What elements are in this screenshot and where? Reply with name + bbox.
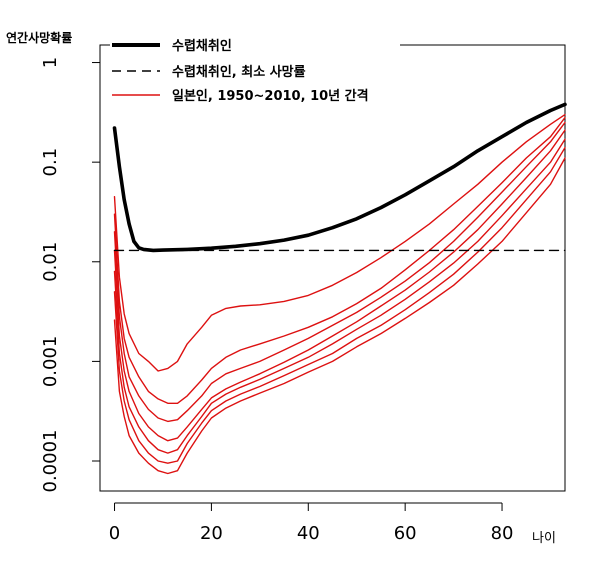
- series-line-hunter-0: [112, 102, 567, 253]
- x-axis-label: 나이: [532, 531, 556, 546]
- series-line-japanese-6: [113, 138, 566, 454]
- legend-label-hunter: 수렵채취인: [172, 38, 232, 54]
- y-tick-label: 0.01: [40, 242, 61, 282]
- series-line-japanese-4: [113, 121, 566, 423]
- x-tick-label: 60: [394, 523, 417, 544]
- series-layer: [112, 102, 567, 475]
- x-tick-label: 20: [200, 523, 223, 544]
- y-tick-label: 0.001: [40, 336, 61, 388]
- legend-label-japanese: 일본인, 1950~2010, 10년 간격: [172, 88, 369, 104]
- x-tick-label: 40: [297, 523, 320, 544]
- x-tick-label: 80: [491, 523, 514, 544]
- plot-frame: [99, 44, 566, 492]
- legend-label-hunter-min: 수렵채취인, 최소 사망률: [172, 64, 306, 80]
- series-line-japanese-8: [113, 157, 566, 475]
- y-tick-label: 0.1: [40, 148, 61, 177]
- series-line-japanese-5: [113, 129, 566, 442]
- series-line-japanese-7: [113, 146, 566, 464]
- legend: 수렵채취인 수렵채취인, 최소 사망률 일본인, 1950~2010, 10년 …: [110, 37, 400, 107]
- y-axis: 0.0001 0.001 0.01 0.1 1: [40, 57, 100, 493]
- y-axis-label: 연간사망확률: [6, 31, 73, 45]
- y-tick-label: 1: [40, 57, 61, 68]
- series-line-japanese-2: [113, 113, 566, 372]
- y-tick-label: 0.0001: [40, 430, 61, 493]
- series-line-japanese-3: [113, 116, 566, 404]
- x-axis: 0 20 40 60 80: [109, 502, 514, 544]
- x-tick-label: 0: [109, 523, 120, 544]
